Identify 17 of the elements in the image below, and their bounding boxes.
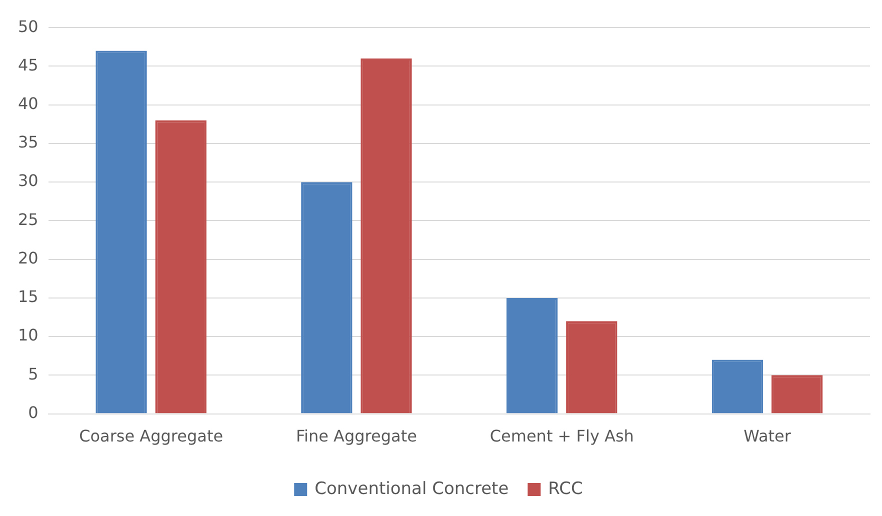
x-tick-label: Cement + Fly Ash xyxy=(490,426,634,446)
y-tick-label: 15 xyxy=(18,287,38,306)
y-tick-label: 40 xyxy=(18,94,38,113)
y-tick-label: 25 xyxy=(18,210,38,229)
y-tick-label: 30 xyxy=(18,171,38,190)
y-tick-label: 50 xyxy=(18,16,38,36)
legend-label: Conventional Concrete xyxy=(314,478,509,499)
x-tick-label: Fine Aggregate xyxy=(296,426,417,446)
y-tick-label: 45 xyxy=(18,55,38,74)
y-tick-label: 10 xyxy=(18,326,38,345)
x-tick-label: Coarse Aggregate xyxy=(79,426,224,446)
y-tick-label: 0 xyxy=(28,402,38,422)
y-tick-label: 35 xyxy=(18,132,38,152)
legend-label: RCC xyxy=(548,478,583,499)
y-tick-label: 5 xyxy=(28,364,38,384)
x-tick-label: Water xyxy=(744,426,792,446)
y-tick-label: 20 xyxy=(18,248,38,268)
